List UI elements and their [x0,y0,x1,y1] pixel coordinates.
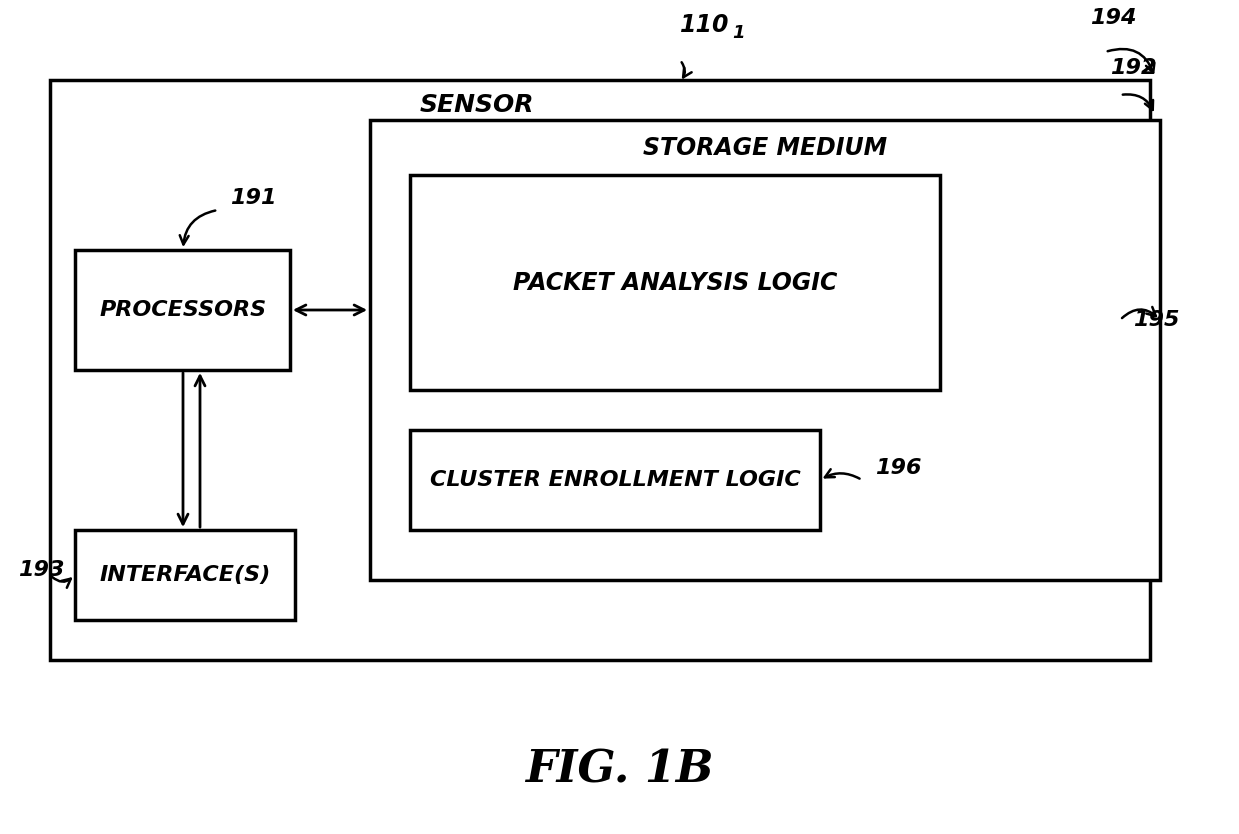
Text: CLUSTER ENROLLMENT LOGIC: CLUSTER ENROLLMENT LOGIC [430,470,800,490]
Text: PACKET ANALYSIS LOGIC: PACKET ANALYSIS LOGIC [513,271,838,295]
Text: 110: 110 [680,13,730,37]
Text: SENSOR: SENSOR [420,93,534,117]
Bar [76,530,295,620]
Text: INTERFACE(S): INTERFACE(S) [99,565,270,585]
Text: 1: 1 [732,24,745,42]
Text: 194: 194 [1090,8,1136,28]
Bar [370,120,1160,580]
Bar [410,175,940,390]
Text: 196: 196 [875,458,922,478]
Bar [76,250,290,370]
Text: PROCESSORS: PROCESSORS [99,300,266,320]
Text: 191: 191 [230,188,276,208]
Text: FIG. 1B: FIG. 1B [525,748,714,791]
Text: 193: 193 [19,560,64,580]
Text: 192: 192 [1110,58,1156,78]
Bar [410,430,820,530]
Text: STORAGE MEDIUM: STORAGE MEDIUM [643,136,887,160]
Bar [50,80,1150,660]
Text: 195: 195 [1132,310,1180,330]
